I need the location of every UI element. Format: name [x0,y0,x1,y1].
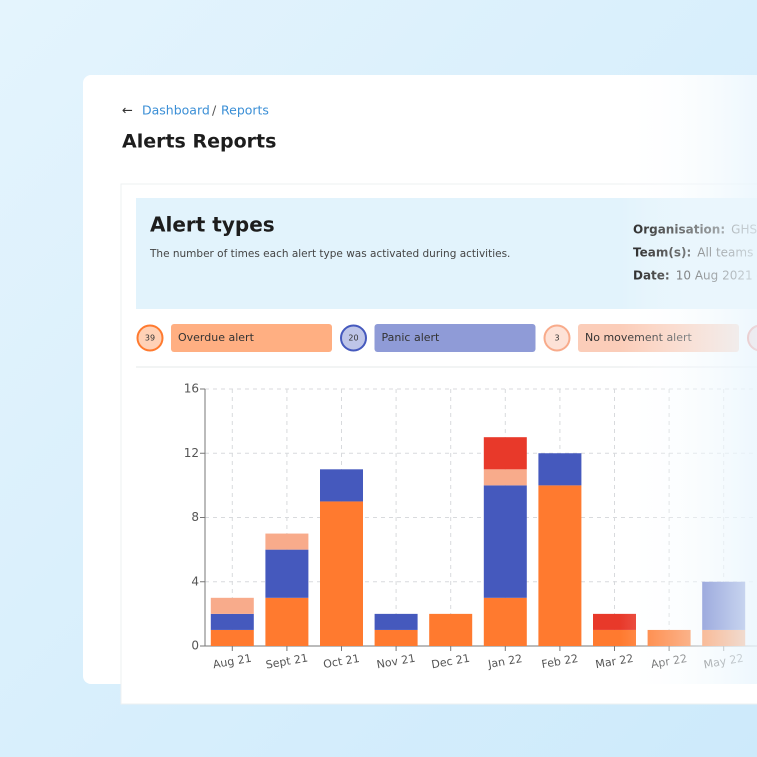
breadcrumb-link[interactable]: Dashboard [142,103,210,118]
back-arrow[interactable]: ← [122,104,133,119]
y-tick-label: 4 [191,574,199,588]
bar-segment [538,453,582,486]
bar-segment [320,469,363,502]
legend-count: 20 [348,334,358,343]
y-tick-label: 12 [184,446,199,460]
breadcrumb-separator: / [212,103,217,118]
bar-segment [483,437,527,470]
page-title: Alerts Reports [122,131,276,153]
x-tick-label: Jan 22 [486,652,523,671]
x-tick-label: Oct 21 [322,652,360,671]
legend-label: Panic alert [382,331,441,344]
legend-count: 39 [145,334,155,343]
bar-segment [210,597,254,614]
card-title: Alert types [150,213,275,237]
legend-pill[interactable] [374,324,536,352]
card-description: The number of times each alert type was … [149,248,510,260]
bar-segment [265,597,309,646]
bar-segment [483,597,527,646]
bar-segment [483,485,527,598]
edge-fade [620,75,757,684]
legend-count: 3 [554,334,559,343]
bar-segment [210,613,254,630]
bar-segment [374,613,418,630]
bar-segment [483,469,527,486]
legend-badge[interactable] [340,324,367,352]
bar-segment [210,629,254,646]
bar-segment [320,501,363,646]
bar-segment [538,485,582,646]
bar-segment [265,549,309,598]
legend-label: Overdue alert [178,331,255,344]
legend-badge[interactable] [136,324,164,352]
breadcrumb-link[interactable]: Reports [221,103,269,118]
y-tick-label: 16 [184,382,199,396]
legend-badge[interactable] [543,324,571,352]
bar-segment [374,629,418,646]
bar-segment [265,533,309,550]
y-tick-label: 0 [191,639,199,653]
y-tick-label: 8 [191,510,199,524]
legend-pill[interactable] [171,324,332,352]
bar-segment [429,613,473,646]
x-tick-label: Feb 22 [540,652,579,671]
